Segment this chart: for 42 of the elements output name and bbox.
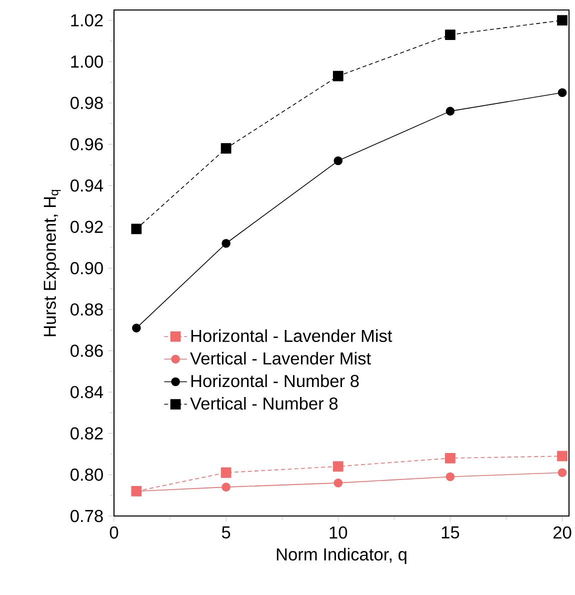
point xyxy=(132,324,141,332)
point xyxy=(334,478,343,488)
point xyxy=(334,156,343,166)
point xyxy=(222,482,230,492)
x-tick-label: 10 xyxy=(330,526,348,539)
point xyxy=(557,15,568,26)
x-axis-title: Norm Indicator, q xyxy=(276,548,406,564)
y-tick-label: 0.84 xyxy=(70,386,104,398)
point xyxy=(446,472,455,482)
y-tick-label: 0.90 xyxy=(70,262,103,274)
point xyxy=(558,88,567,98)
y-tick-label: 0.82 xyxy=(70,427,103,440)
x-tick-label: 15 xyxy=(442,526,460,538)
y-tick-label: 0.80 xyxy=(70,468,103,481)
legend-label: Horizontal - Number 8 xyxy=(191,374,359,388)
y-axis-title: Hurst Exponent, H$_{q}$ xyxy=(44,190,61,336)
y-tick-label: 0.94 xyxy=(70,179,104,192)
y-tick-label: 0.78 xyxy=(70,510,103,522)
y-tick-label: 0.98 xyxy=(70,96,103,110)
point xyxy=(222,238,230,248)
y-tick-label: 0.88 xyxy=(70,303,103,316)
legend-label: Vertical - Number 8 xyxy=(190,396,338,410)
point xyxy=(445,452,456,464)
point xyxy=(332,70,344,82)
y-tick-label: 0.96 xyxy=(70,138,103,150)
point xyxy=(557,450,568,462)
y-tick-label: 0.86 xyxy=(70,344,103,357)
point xyxy=(220,467,232,478)
point xyxy=(446,106,455,116)
y-tick-label: 1.00 xyxy=(71,55,103,68)
point xyxy=(558,468,567,478)
y-tick-label: 1.02 xyxy=(71,14,103,26)
point xyxy=(332,461,344,472)
y-tick-label: 0.92 xyxy=(70,220,103,233)
point xyxy=(220,143,232,154)
point xyxy=(445,30,456,40)
legend-label: Vertical - Lavender Mist xyxy=(190,352,371,365)
point xyxy=(131,224,142,234)
x-tick-label: 20 xyxy=(554,526,572,539)
x-tick-label: 0 xyxy=(110,526,118,539)
legend-label: Horizontal - Lavender Mist xyxy=(191,329,392,342)
x-tick-label: 5 xyxy=(222,526,230,538)
